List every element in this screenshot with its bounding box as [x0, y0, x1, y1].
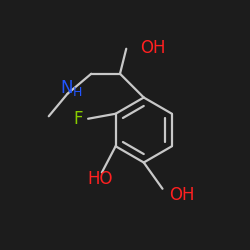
- Text: OH: OH: [140, 38, 166, 56]
- Text: OH: OH: [169, 186, 194, 204]
- Text: N: N: [60, 79, 72, 97]
- Text: F: F: [73, 110, 83, 128]
- Text: H: H: [73, 86, 83, 99]
- Text: HO: HO: [88, 170, 113, 188]
